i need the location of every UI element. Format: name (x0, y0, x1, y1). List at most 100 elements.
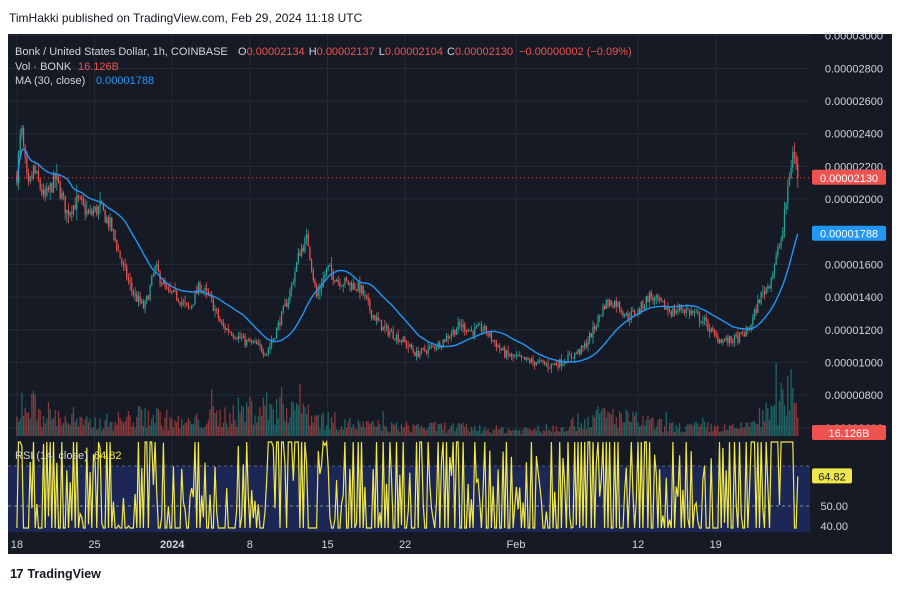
candle-body (554, 363, 556, 365)
candle-body (728, 335, 731, 344)
price-axis-label: 0.00002400 (825, 129, 883, 141)
volume-bar (266, 392, 268, 436)
candle-body (658, 297, 661, 300)
volume-bar (36, 420, 38, 436)
volume-bar (720, 431, 722, 436)
volume-bar (196, 413, 198, 436)
candle-body (307, 234, 309, 247)
candle-body (196, 292, 198, 294)
candle-body (758, 299, 761, 304)
candle-body (627, 312, 629, 320)
volume-bar (672, 422, 674, 436)
time-axis-label: 8 (247, 539, 253, 551)
volume-bar (414, 425, 416, 436)
volume-bar (685, 426, 687, 436)
volume-bar (522, 429, 524, 436)
candle-body (161, 283, 163, 285)
volume-bar (349, 417, 351, 436)
tradingview-wordmark: TradingView (27, 566, 101, 581)
volume-bar (350, 427, 353, 436)
price-axis-label: 0.00002800 (825, 63, 883, 75)
volume-bar (182, 425, 185, 436)
volume-bar (700, 424, 702, 436)
volume-bar (86, 416, 88, 436)
candle-body (182, 301, 185, 303)
candle-body (795, 157, 797, 165)
volume-bar (166, 409, 168, 436)
volume-bar (320, 414, 323, 436)
price-axis-label: 0.00002000 (825, 194, 883, 206)
volume-bar (464, 427, 466, 436)
candle-body (507, 350, 509, 355)
volume-bar (256, 422, 258, 436)
candle-body (697, 311, 699, 314)
legend-rsi-label[interactable]: RSI (14, close) (15, 450, 88, 462)
volume-bar (126, 416, 128, 436)
candle-body (775, 255, 777, 265)
volume-bar (610, 414, 612, 436)
legend-ma-label[interactable]: MA (30, close) (15, 75, 85, 87)
tradingview-logo[interactable]: 17 TradingView (10, 566, 101, 581)
candle-body (772, 273, 774, 278)
candle-body (590, 333, 592, 338)
candle-body (449, 336, 451, 339)
candle-body (67, 209, 70, 216)
volume-bar (269, 403, 271, 436)
legend-symbol[interactable]: Bonk / United States Dollar, 1h, COINBAS… (15, 46, 228, 58)
candle-body (82, 199, 85, 205)
volume-bar (619, 411, 621, 436)
candle-body (494, 340, 496, 343)
volume-bar (512, 430, 514, 436)
volume-bar (52, 417, 55, 436)
time-axis-label: 25 (88, 539, 100, 551)
volume-bar (537, 425, 539, 436)
candle-body (76, 195, 78, 210)
volume-bar (384, 425, 386, 436)
volume-bar (557, 430, 559, 436)
candle-body (21, 127, 23, 136)
candle-body (648, 292, 651, 303)
volume-bar (244, 421, 246, 436)
volume-bar (327, 412, 329, 436)
volume-bar (302, 403, 304, 436)
candle-body (330, 265, 333, 272)
candle-body (655, 295, 657, 298)
candle-body (107, 217, 110, 227)
volume-bar (227, 427, 229, 436)
candle-body (500, 348, 503, 351)
volume-bar (222, 422, 224, 436)
candle-body (19, 135, 21, 154)
volume-bar (367, 420, 369, 436)
candle-body (589, 333, 591, 342)
volume-bar (330, 417, 333, 436)
candle-body (615, 300, 617, 307)
volume-bar (221, 426, 223, 436)
candle-body (782, 230, 784, 239)
time-axis: 18 25 2024 8 15 22 Feb 12 19 (11, 539, 722, 551)
time-axis-label: Feb (507, 539, 526, 551)
volume-bar (79, 416, 81, 436)
candle-body (191, 305, 193, 308)
volume-bar (594, 417, 596, 436)
candle-body (349, 282, 351, 285)
volume-bar (500, 427, 503, 436)
volume-bar (31, 393, 33, 436)
candle-body (708, 330, 711, 332)
candle-body (232, 335, 234, 338)
candle-body (604, 305, 606, 309)
legend-volume-label[interactable]: Vol · BONK (15, 61, 72, 73)
rsi-plot (16, 439, 799, 529)
volume-bar (355, 429, 358, 436)
volume-bar (276, 399, 278, 436)
volume-bar (717, 425, 719, 436)
candle-body (320, 286, 323, 290)
candle-body (717, 336, 719, 343)
candle-body (91, 210, 93, 215)
candle-body (630, 311, 632, 320)
candle-body (634, 310, 636, 316)
candle-body (609, 300, 611, 307)
candle-body (234, 337, 236, 339)
candle-body (111, 217, 113, 231)
candle-body (282, 306, 284, 312)
